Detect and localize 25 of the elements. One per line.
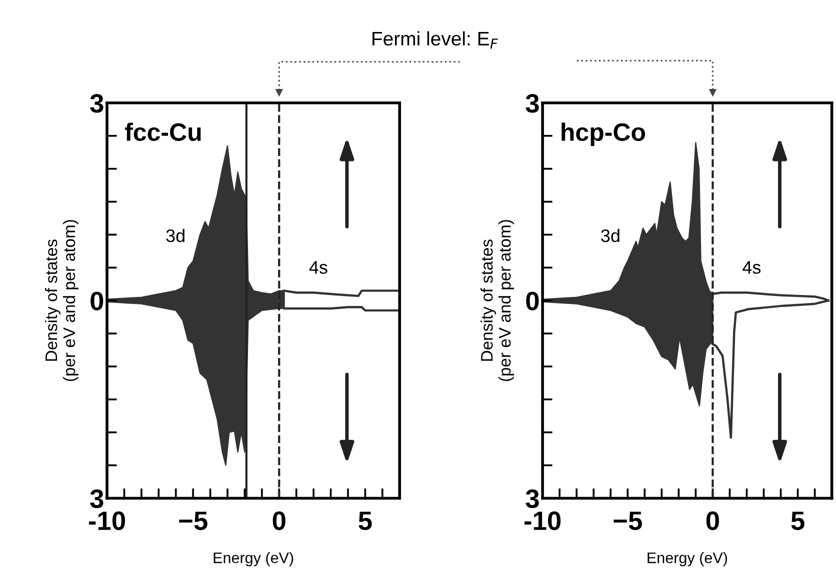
x-tick-label: -10 xyxy=(524,511,561,530)
x-axis-title: Energy (eV) xyxy=(214,552,294,566)
y-tick-label: 3 xyxy=(90,489,104,508)
y-tick-label: 3 xyxy=(526,94,539,113)
text: Fermi level: E$_{F}$ xyxy=(372,31,498,49)
annotation: 4s xyxy=(309,261,328,274)
y-tick-label: 0 xyxy=(526,292,539,310)
y-tick-label: 3 xyxy=(90,94,104,113)
y-tick-label: 0 xyxy=(90,292,104,310)
x-tick-label: 5 xyxy=(791,512,804,530)
x-tick-label: 0 xyxy=(272,511,286,530)
y-tick-label: 3 xyxy=(526,489,539,508)
x-tick-label: −5 xyxy=(614,512,642,530)
annotation: 4s xyxy=(742,261,761,274)
x-tick-label: −5 xyxy=(179,512,208,530)
x-axis-title: Energy (eV) xyxy=(648,552,728,566)
y-axis-title: Density of states (per eV and per atom) xyxy=(44,220,78,382)
y-axis-title: Density of states (per eV and per atom) xyxy=(480,220,514,382)
text: hcp-Co xyxy=(562,122,646,146)
x-tick-label: 0 xyxy=(706,511,719,530)
annotation: 3d xyxy=(601,228,620,242)
x-tick-label: 5 xyxy=(358,512,372,530)
x-tick-label: -10 xyxy=(88,511,125,530)
annotation: 3d xyxy=(166,228,184,242)
text: fcc-Cu xyxy=(124,122,201,142)
